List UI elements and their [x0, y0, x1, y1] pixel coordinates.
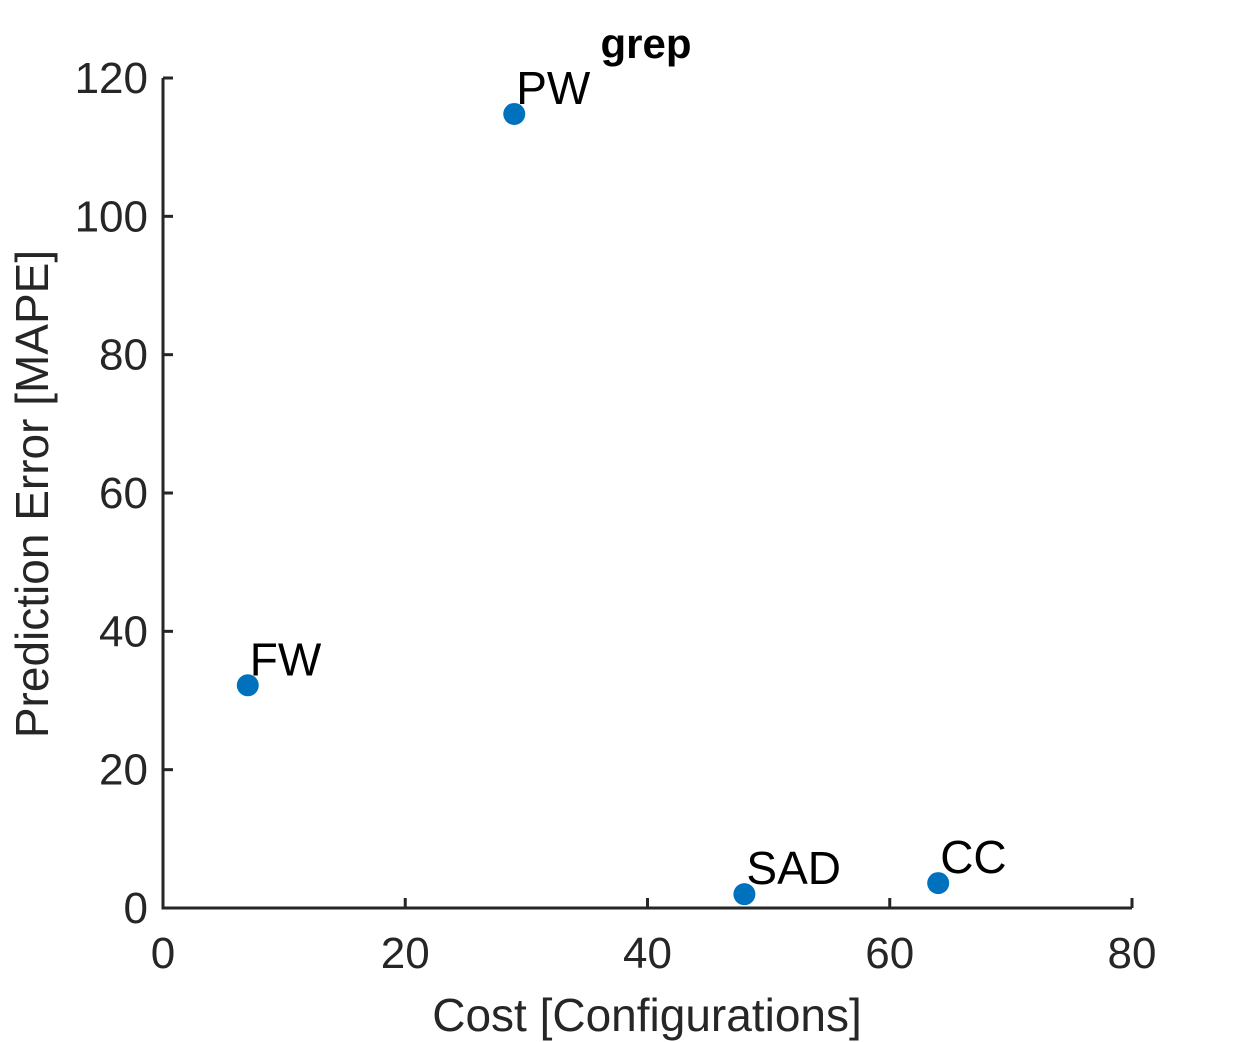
point-label-sad: SAD	[746, 842, 841, 894]
point-label-pw: PW	[516, 62, 591, 114]
x-tick-label: 20	[381, 929, 430, 978]
data-point-pw	[503, 102, 526, 125]
y-axis-label: Prediction Error [MAPE]	[6, 250, 58, 738]
x-tick-label: 0	[151, 929, 175, 978]
data-point-sad	[733, 883, 756, 906]
y-axis-ticks: 0 20 40 60 80 100 120	[75, 54, 173, 933]
axes	[161, 78, 1132, 910]
x-axis-label: Cost [Configurations]	[432, 989, 862, 1041]
axis-frame	[161, 78, 1132, 910]
data-points: FW PW SAD CC	[236, 62, 1007, 906]
data-point-fw	[236, 674, 259, 697]
data-point-cc	[927, 872, 950, 895]
x-axis-ticks: 0 20 40 60 80	[151, 898, 1157, 978]
point-label-cc: CC	[940, 831, 1006, 883]
y-tick-label: 60	[99, 469, 148, 518]
x-tick-label: 80	[1108, 929, 1157, 978]
x-tick-label: 60	[865, 929, 914, 978]
x-tick-label: 40	[623, 929, 672, 978]
chart-title: grep	[600, 20, 691, 67]
y-tick-label: 100	[75, 192, 148, 241]
y-tick-label: 0	[124, 884, 148, 933]
point-label-fw: FW	[250, 633, 322, 685]
y-tick-label: 40	[99, 607, 148, 656]
y-tick-label: 20	[99, 746, 148, 795]
y-tick-label: 80	[99, 331, 148, 380]
y-tick-label: 120	[75, 54, 148, 103]
